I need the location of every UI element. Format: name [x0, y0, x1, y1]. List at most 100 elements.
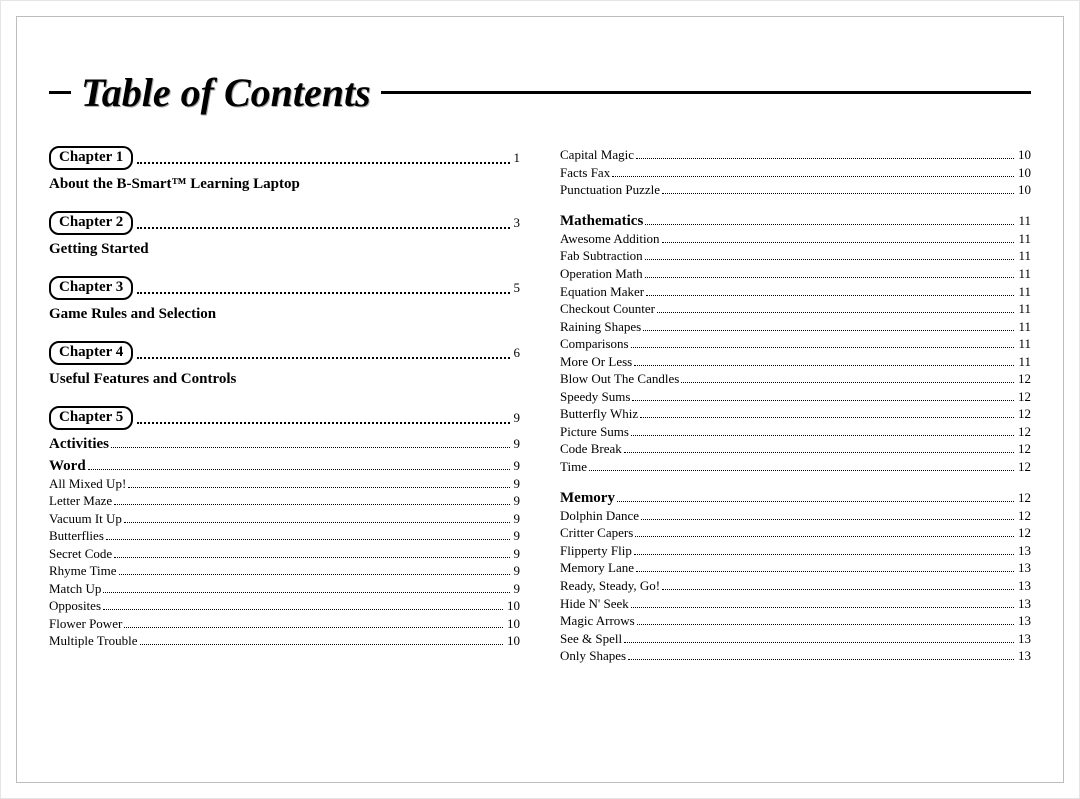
page-number: 11	[1016, 230, 1031, 248]
dot-leader	[119, 564, 510, 575]
page-number: 10	[505, 632, 520, 650]
sub-label: Equation Maker	[560, 283, 644, 301]
page-number: 10	[505, 615, 520, 633]
dot-leader	[662, 232, 1015, 243]
dot-leader	[632, 390, 1014, 401]
section-entry: Mathematics11	[560, 213, 1031, 230]
sub-entry: Butterfly Whiz12	[560, 405, 1031, 423]
dot-leader	[631, 597, 1014, 608]
page-number: 9	[512, 436, 521, 452]
dot-leader	[645, 267, 1015, 278]
page-number: 10	[1016, 146, 1031, 164]
page-number: 12	[1016, 423, 1031, 441]
dot-leader	[137, 282, 509, 293]
page-number: 12	[1016, 440, 1031, 458]
dot-leader	[631, 425, 1014, 436]
sub-entry: Fab Subtraction11	[560, 247, 1031, 265]
chapter-entry: Chapter 23	[49, 211, 520, 235]
sub-entry: Punctuation Puzzle10	[560, 181, 1031, 199]
sub-label: More Or Less	[560, 353, 632, 371]
sub-entry: Letter Maze 9	[49, 492, 520, 510]
page-number: 11	[1016, 247, 1031, 265]
sub-label: Punctuation Puzzle	[560, 181, 660, 199]
page-number: 13	[1016, 577, 1031, 595]
dot-leader	[612, 166, 1014, 177]
section-label: Activities	[49, 436, 109, 453]
page-number: 10	[505, 597, 520, 615]
page-number: 12	[1016, 388, 1031, 406]
title-row: Table of Contents	[49, 69, 1031, 116]
title-rule-left	[49, 91, 71, 94]
sub-entry: Picture Sums12	[560, 423, 1031, 441]
dot-leader	[645, 213, 1014, 225]
sub-entry: Flipperty Flip13	[560, 542, 1031, 560]
sub-label: Memory Lane	[560, 559, 634, 577]
dot-leader	[645, 250, 1015, 261]
page-number: 11	[1016, 265, 1031, 283]
section-label: Memory	[560, 490, 615, 507]
page-number: 6	[514, 345, 521, 361]
dot-leader	[637, 614, 1014, 625]
sub-entry: Raining Shapes11	[560, 318, 1031, 336]
sub-entry: Equation Maker11	[560, 283, 1031, 301]
dot-leader	[140, 635, 504, 646]
sub-entry: Critter Capers 12	[560, 524, 1031, 542]
sub-label: All Mixed Up!	[49, 475, 126, 493]
dot-leader	[103, 600, 503, 611]
sub-label: Raining Shapes	[560, 318, 641, 336]
sub-label: Critter Capers	[560, 524, 633, 542]
page-number: 13	[1016, 647, 1031, 665]
chapter-entry: Chapter 4 6	[49, 341, 520, 365]
chapter-subtitle: About the B-Smart™ Learning Laptop	[49, 176, 520, 193]
page-number: 11	[1016, 353, 1031, 371]
dot-leader	[662, 579, 1014, 590]
page-number: 9	[512, 580, 521, 598]
sub-entry: Comparisons11	[560, 335, 1031, 353]
sub-label: Time	[560, 458, 587, 476]
sub-label: Letter Maze	[49, 492, 112, 510]
sub-entry: Multiple Trouble10	[49, 632, 520, 650]
chapter-entry: Chapter 59	[49, 406, 520, 430]
sub-label: Operation Math	[560, 265, 643, 283]
page-number: 9	[514, 410, 521, 426]
chapter-subtitle: Getting Started	[49, 241, 520, 258]
sub-entry: Dolphin Dance12	[560, 507, 1031, 525]
page-number: 3	[514, 215, 521, 231]
sub-entry: Ready, Steady, Go!13	[560, 577, 1031, 595]
page-number: 12	[1016, 370, 1031, 388]
sub-label: Facts Fax	[560, 164, 610, 182]
sub-label: Butterfly Whiz	[560, 405, 638, 423]
sub-label: Checkout Counter	[560, 300, 655, 318]
dot-leader	[628, 649, 1014, 660]
page-number: 9	[512, 492, 521, 510]
page-number: 9	[512, 545, 521, 563]
dot-leader	[624, 443, 1014, 454]
sub-label: Butterflies	[49, 527, 104, 545]
sub-entry: Match Up9	[49, 580, 520, 598]
sub-entry: Butterflies9	[49, 527, 520, 545]
chapter-pill: Chapter 1	[49, 146, 133, 170]
page-number: 9	[512, 510, 521, 528]
page-number: 13	[1016, 630, 1031, 648]
sub-label: Awesome Addition	[560, 230, 660, 248]
dot-leader	[111, 436, 510, 448]
sub-label: Comparisons	[560, 335, 629, 353]
dot-leader	[617, 490, 1014, 502]
sub-entry: Operation Math 11	[560, 265, 1031, 283]
page-number: 12	[1016, 458, 1031, 476]
sub-label: See & Spell	[560, 630, 622, 648]
dot-leader	[643, 320, 1014, 331]
sub-label: Secret Code	[49, 545, 112, 563]
page-number: 5	[514, 280, 521, 296]
sub-entry: Magic Arrows13	[560, 612, 1031, 630]
chapter-entry: Chapter 11	[49, 146, 520, 170]
sub-entry: Secret Code 9	[49, 545, 520, 563]
sub-entry: Vacuum It Up9	[49, 510, 520, 528]
dot-leader	[124, 512, 510, 523]
page-number: 12	[1016, 524, 1031, 542]
page-number: 13	[1016, 595, 1031, 613]
chapter-pill: Chapter 4	[49, 341, 133, 365]
sub-entry: All Mixed Up!9	[49, 475, 520, 493]
sub-entry: Opposites10	[49, 597, 520, 615]
sub-label: Flower Power	[49, 615, 122, 633]
